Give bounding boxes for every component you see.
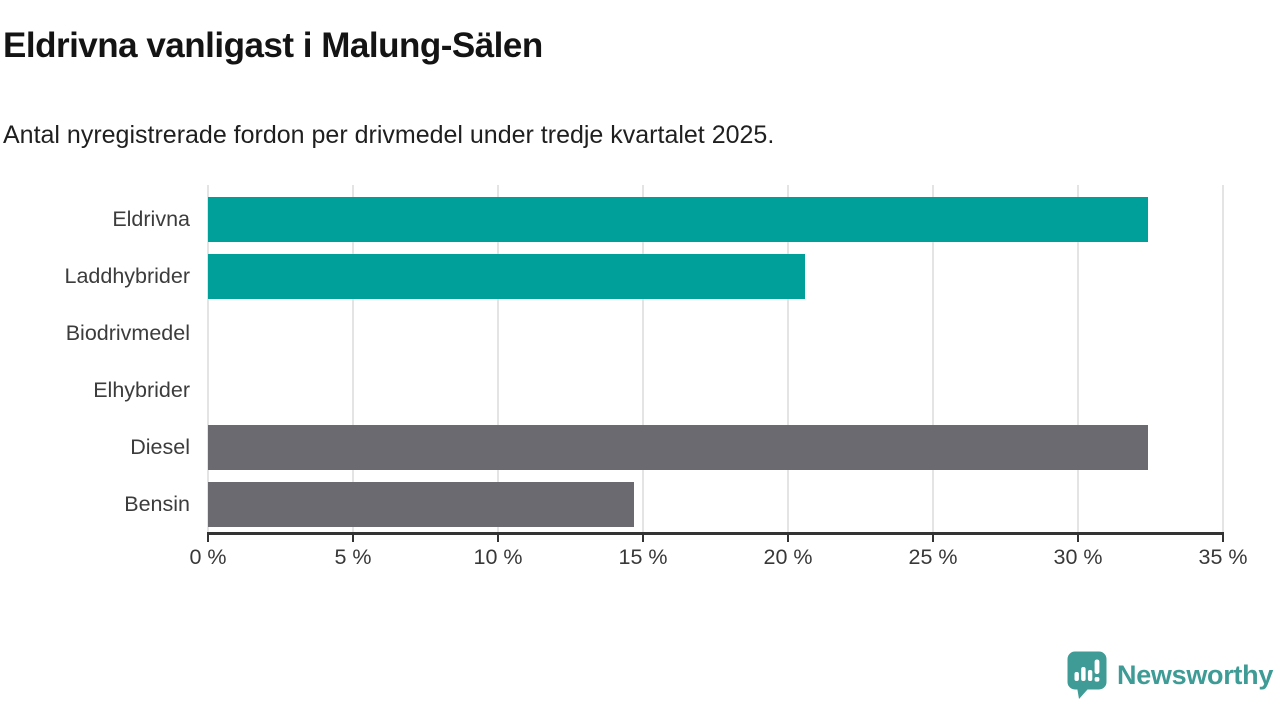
x-axis-tick <box>932 534 934 542</box>
category-label: Biodrivmedel <box>65 321 190 345</box>
bar-diesel <box>208 425 1148 470</box>
x-tick-label: 0 % <box>189 545 227 569</box>
x-axis-tick <box>497 534 499 542</box>
newsworthy-bubble-chart-icon <box>1067 651 1107 699</box>
gridline <box>1222 185 1224 532</box>
gridline <box>642 185 644 532</box>
newsworthy-logo: Newsworthy <box>1066 650 1273 700</box>
x-axis-tick <box>352 534 354 542</box>
newsworthy-wordmark: Newsworthy <box>1117 659 1274 690</box>
chart-subtitle: Antal nyregistrerade fordon per drivmede… <box>3 121 775 149</box>
x-axis-tick <box>207 534 209 542</box>
gridline <box>1077 185 1079 532</box>
category-label: Eldrivna <box>112 207 190 231</box>
bar-laddhybrider <box>208 254 806 299</box>
gridline <box>932 185 934 532</box>
y-axis-labels: Eldrivna Laddhybrider Biodrivmedel Elhybrid… <box>0 185 190 532</box>
x-tick-label: 25 % <box>908 545 958 569</box>
x-tick-label: 10 % <box>473 545 523 569</box>
x-tick-label: 35 % <box>1198 545 1248 569</box>
bar-eldrivna <box>208 197 1148 242</box>
plot-area <box>207 185 1224 532</box>
gridline <box>497 185 499 532</box>
gridline <box>787 185 789 532</box>
bar-chart: Eldrivna Laddhybrider Biodrivmedel Elhybrid… <box>0 185 1280 585</box>
x-tick-label: 20 % <box>763 545 813 569</box>
x-axis-tick <box>642 534 644 542</box>
category-label: Diesel <box>130 435 190 459</box>
x-tick-label: 5 % <box>334 545 372 569</box>
x-axis-tick <box>1077 534 1079 542</box>
page-title: Eldrivna vanligast i Malung-Sälen <box>3 26 543 65</box>
x-tick-label: 30 % <box>1053 545 1103 569</box>
x-axis-tick <box>787 534 789 542</box>
gridline <box>352 185 354 532</box>
category-label: Elhybrider <box>93 378 190 402</box>
x-axis-line <box>207 532 1224 535</box>
category-label: Bensin <box>124 492 190 516</box>
gridline <box>207 185 209 532</box>
x-tick-label: 15 % <box>618 545 668 569</box>
category-label: Laddhybrider <box>64 264 190 288</box>
x-axis-tick <box>1222 534 1224 542</box>
bar-bensin <box>208 482 635 527</box>
